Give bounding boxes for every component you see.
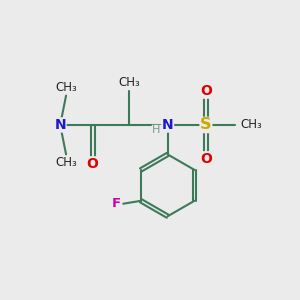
Text: CH₃: CH₃	[55, 81, 77, 94]
Text: O: O	[200, 84, 212, 98]
Text: O: O	[200, 152, 212, 166]
Text: N: N	[54, 118, 66, 132]
Text: O: O	[87, 157, 98, 171]
Text: N: N	[162, 118, 173, 132]
Text: S: S	[200, 118, 212, 133]
Text: F: F	[111, 197, 120, 210]
Text: CH₃: CH₃	[241, 118, 262, 131]
Text: CH₃: CH₃	[118, 76, 140, 89]
Text: CH₃: CH₃	[55, 156, 77, 169]
Text: H: H	[152, 125, 161, 135]
